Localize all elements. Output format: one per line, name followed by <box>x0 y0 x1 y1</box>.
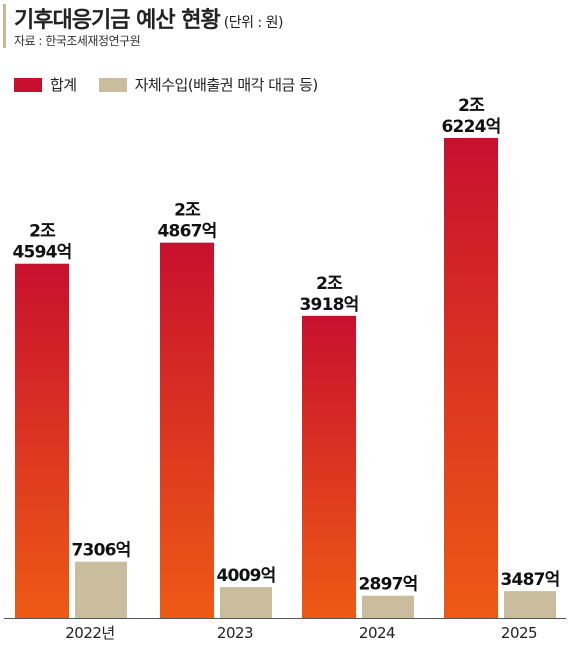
source-label: 자료 : 한국조세재정연구원 <box>14 34 141 48</box>
bar-self <box>362 595 414 618</box>
legend: 합계 자체수입(배출권 매각 대금 등) <box>14 74 340 95</box>
data-label-total: 2조 <box>316 274 343 294</box>
chart-title: 기후대응기금 예산 현황 (단위 : 원) <box>14 2 283 34</box>
chart-title-text: 기후대응기금 예산 현황 <box>14 8 221 33</box>
data-label-total: 2조 <box>29 222 56 242</box>
legend-swatch-total <box>14 77 42 92</box>
bar-total <box>160 242 214 618</box>
data-label-total: 4594억 <box>13 243 72 263</box>
data-label-total: 2조 <box>458 96 485 116</box>
bar-self <box>75 561 127 618</box>
x-tick-label: 2023 <box>217 624 253 642</box>
legend-label-total: 합계 <box>50 76 77 94</box>
legend-item-total: 합계 <box>14 74 77 95</box>
data-label-total: 4867억 <box>158 222 217 242</box>
x-tick-label: 2022년 <box>65 624 114 642</box>
bar-self <box>504 591 556 618</box>
data-label-total: 3918억 <box>300 295 359 315</box>
legend-swatch-self <box>98 77 127 92</box>
x-tick-label: 2024 <box>359 624 395 642</box>
bar-total <box>444 138 498 618</box>
data-label-self: 3487억 <box>501 570 560 590</box>
data-label-self: 2897억 <box>359 575 418 595</box>
bar-self <box>220 587 272 618</box>
data-label-total: 2조 <box>174 201 201 221</box>
header-accent-bar <box>3 4 6 48</box>
legend-item-self: 자체수입(배출권 매각 대금 등) <box>98 74 319 95</box>
unit-label: (단위 : 원) <box>223 15 284 31</box>
bar-total <box>302 315 356 618</box>
legend-label-self: 자체수입(배출권 매각 대금 등) <box>134 76 319 94</box>
data-label-total: 6224억 <box>442 117 501 137</box>
bar-total <box>15 263 69 618</box>
data-label-self: 7306억 <box>72 541 131 561</box>
data-label-self: 4009억 <box>217 566 276 586</box>
x-tick-label: 2025 <box>501 624 537 642</box>
